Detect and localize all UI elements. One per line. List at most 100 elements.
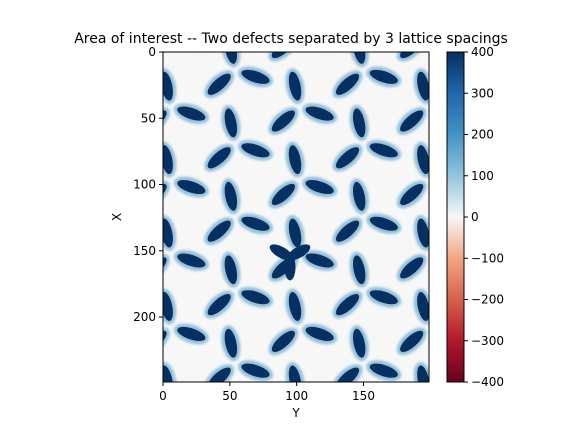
heatmap-plot-area: [162, 51, 468, 422]
colorbar-ticks: 400 300 200 100 0 −100 −200 −300 −400: [464, 45, 504, 389]
y-tick-label: 50: [141, 111, 156, 125]
heatmap-blob: [369, 363, 398, 378]
heatmap-blob: [224, 328, 238, 358]
y-tick-label: 150: [133, 244, 156, 258]
heatmap-blob: [224, 181, 238, 211]
heatmap-blob: [176, 397, 207, 417]
plot-frame: [162, 51, 430, 383]
colorbar-tick-label: 400: [471, 45, 494, 59]
chart-title: Area of interest -- Two defects separate…: [74, 31, 508, 47]
heatmap-blob: [241, 69, 270, 84]
heatmap-blob: [352, 181, 366, 211]
heatmap-blob: [305, 106, 334, 121]
heatmap-blob: [417, 292, 429, 321]
heatmap-blob: [400, 257, 424, 279]
colorbar-tick-label: −300: [471, 334, 504, 348]
colorbar-gradient: [446, 51, 465, 383]
heatmap-blob: [417, 218, 429, 248]
heatmap-blob: [352, 108, 366, 138]
x-axis-ticks: 0 50 100 150: [159, 382, 375, 403]
y-tick-label: 100: [133, 178, 156, 192]
heatmap-blob: [304, 397, 335, 417]
heatmap-blob: [417, 365, 429, 382]
heatmap-blobs: [163, 52, 468, 422]
colorbar-tick-label: 300: [471, 86, 494, 100]
heatmap-blob: [305, 180, 334, 195]
heatmap-blob: [288, 365, 302, 382]
heatmap-blob: [369, 143, 398, 158]
x-axis-label: Y: [291, 406, 300, 420]
heatmap-blob: [400, 110, 424, 132]
heatmap-blob: [224, 255, 238, 285]
heatmap-blob: [417, 71, 429, 101]
defect-blob: [284, 254, 296, 281]
heatmap-blob: [163, 145, 173, 175]
x-tick-label: 150: [352, 389, 375, 403]
heatmap-blob: [163, 365, 173, 382]
heatmap-blob: [335, 294, 360, 316]
y-axis-label: X: [110, 213, 124, 221]
heatmap-blob: [207, 294, 231, 316]
heatmap-blob: [305, 326, 334, 341]
heatmap-blob: [224, 52, 238, 64]
colorbar-tick-label: −400: [471, 375, 504, 389]
heatmap-blob: [177, 326, 206, 341]
heatmap-blob: [369, 69, 398, 84]
heatmap-blob: [177, 253, 206, 268]
heatmap-blob: [400, 52, 424, 59]
colorbar-tick-label: −200: [471, 293, 504, 307]
y-axis-ticks: 0 50 100 150 200: [133, 45, 163, 324]
x-tick-label: 0: [159, 389, 167, 403]
heatmap-blob: [288, 145, 302, 175]
heatmap-blob: [369, 216, 398, 231]
heatmap-blob: [352, 52, 366, 64]
heatmap-blob: [352, 255, 366, 285]
x-tick-label: 50: [222, 389, 237, 403]
heatmap-blob: [177, 180, 206, 195]
heatmap-blob: [400, 330, 424, 352]
y-tick-label: 0: [148, 45, 156, 59]
defect-blob: [287, 244, 311, 261]
heatmap-blob: [369, 290, 398, 305]
heatmap-blob: [288, 292, 302, 321]
heatmap-blob: [241, 216, 270, 231]
colorbar: 400 300 200 100 0 −100 −200 −300 −400: [446, 45, 504, 389]
heatmap-blob: [271, 330, 295, 352]
x-tick-label: 100: [285, 389, 308, 403]
heatmap-blob: [400, 183, 424, 206]
heatmap-blob: [241, 363, 270, 378]
heatmap-blob: [288, 218, 302, 248]
heatmap-blob: [432, 397, 463, 417]
heatmap-blob: [417, 145, 429, 175]
heatmap-blob: [163, 292, 173, 321]
heatmap-blob: [335, 73, 360, 95]
heatmap-blob: [224, 108, 238, 138]
heatmap-blob: [177, 106, 206, 121]
blob-halo: [171, 393, 211, 422]
heatmap-blob: [271, 110, 295, 132]
heatmap-blob: [207, 367, 231, 382]
heatmap-blob: [241, 143, 270, 158]
heatmap-blob: [335, 220, 360, 242]
heatmap-blob: [288, 71, 302, 101]
heatmap-blob: [163, 218, 173, 248]
heatmap-blob: [163, 71, 173, 101]
colorbar-tick-label: 200: [471, 128, 494, 142]
defect-blob: [269, 244, 293, 261]
y-tick-label: 200: [133, 310, 156, 324]
heatmap-blob: [271, 183, 295, 206]
heatmap-blob: [207, 147, 231, 169]
colorbar-tick-label: −100: [471, 251, 504, 265]
heatmap-blob: [335, 147, 360, 169]
heatmap-blob: [335, 367, 360, 382]
heatmap-blob: [207, 220, 231, 242]
blob-halo: [428, 393, 468, 422]
heatmap-blob: [241, 290, 270, 305]
heatmap-blob: [305, 253, 334, 268]
colorbar-tick-label: 0: [471, 210, 479, 224]
heatmap-blob: [352, 328, 366, 358]
heatmap-blob: [271, 52, 295, 59]
heatmap-blob: [207, 73, 231, 95]
colorbar-tick-label: 100: [471, 169, 494, 183]
